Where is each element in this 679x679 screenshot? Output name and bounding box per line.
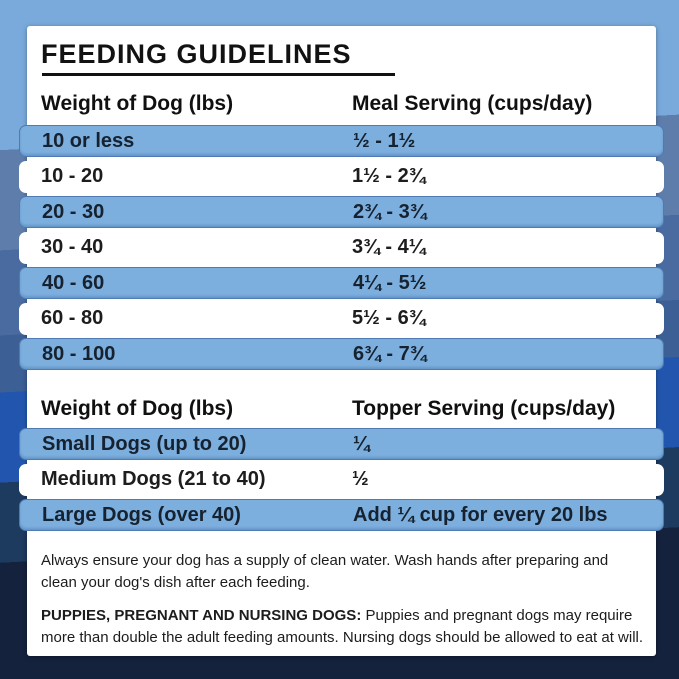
table-row: 40 - 60 4¼ - 5½ — [19, 267, 664, 299]
weight-cell: 80 - 100 — [42, 343, 116, 365]
puppies-note-label: PUPPIES, PREGNANT AND NURSING DOGS: — [41, 607, 362, 624]
serving-cell: 1½ - 2¾ — [352, 164, 426, 187]
serving-cell: ½ — [352, 467, 369, 490]
weight-cell: Large Dogs (over 40) — [42, 504, 241, 526]
puppies-note-text: Puppies and pregnant dogs may require mo… — [41, 607, 644, 646]
serving-cell: Add ¼ cup for every 20 lbs — [353, 504, 608, 526]
table-row: 80 - 100 6¾ - 7¾ — [19, 338, 664, 370]
table-row: Medium Dogs (21 to 40) ½ — [19, 463, 664, 496]
footnotes: Always ensure your dog has a supply of c… — [41, 550, 645, 660]
weight-cell: 30 - 40 — [41, 235, 104, 258]
serving-cell: 5½ - 6¾ — [352, 306, 426, 329]
table-row: 10 or less ½ - 1½ — [19, 125, 664, 157]
weight-cell: 10 or less — [42, 130, 135, 152]
title-underline — [42, 73, 395, 76]
weight-cell: 20 - 30 — [42, 201, 105, 223]
puppies-note: PUPPIES, PREGNANT AND NURSING DOGS: Pupp… — [41, 605, 645, 649]
serving-cell: 6¾ - 7¾ — [353, 343, 427, 365]
weight-cell: 60 - 80 — [41, 306, 104, 329]
serving-cell: 2¾ - 3¾ — [353, 201, 427, 223]
table-row: 20 - 30 2¾ - 3¾ — [19, 196, 664, 228]
topper-table-header: Weight of Dog (lbs) Topper Serving (cups… — [27, 392, 656, 426]
table-row: Small Dogs (up to 20) ¼ — [19, 428, 664, 460]
weight-cell: Small Dogs (up to 20) — [42, 433, 247, 455]
meal-serving-column-header: Meal Serving (cups/day) — [352, 92, 593, 115]
water-note: Always ensure your dog has a supply of c… — [41, 552, 609, 591]
table-row: 10 - 20 1½ - 2¾ — [19, 160, 664, 193]
feeding-guidelines-panel: FEEDING GUIDELINES Weight of Dog (lbs) M… — [19, 26, 664, 656]
serving-cell: ¼ — [353, 433, 370, 455]
serving-cell: 3¾ - 4¼ — [352, 235, 426, 258]
meal-table-header: Weight of Dog (lbs) Meal Serving (cups/d… — [27, 87, 656, 121]
weight-cell: 40 - 60 — [42, 272, 105, 294]
topper-table-rows: Small Dogs (up to 20) ¼ Medium Dogs (21 … — [19, 428, 664, 535]
meal-table-rows: 10 or less ½ - 1½ 10 - 20 1½ - 2¾ 20 - 3… — [19, 125, 664, 374]
topper-serving-column-header: Topper Serving (cups/day) — [352, 397, 616, 420]
panel-title: FEEDING GUIDELINES — [41, 39, 352, 69]
meal-weight-column-header: Weight of Dog (lbs) — [41, 92, 234, 115]
weight-cell: 10 - 20 — [41, 164, 104, 187]
serving-cell: ½ - 1½ — [353, 130, 416, 152]
table-row: 60 - 80 5½ - 6¾ — [19, 302, 664, 335]
table-row: Large Dogs (over 40) Add ¼ cup for every… — [19, 499, 664, 531]
weight-cell: Medium Dogs (21 to 40) — [41, 467, 266, 490]
serving-cell: 4¼ - 5½ — [353, 272, 427, 294]
table-row: 30 - 40 3¾ - 4¼ — [19, 231, 664, 264]
topper-weight-column-header: Weight of Dog (lbs) — [41, 397, 234, 420]
